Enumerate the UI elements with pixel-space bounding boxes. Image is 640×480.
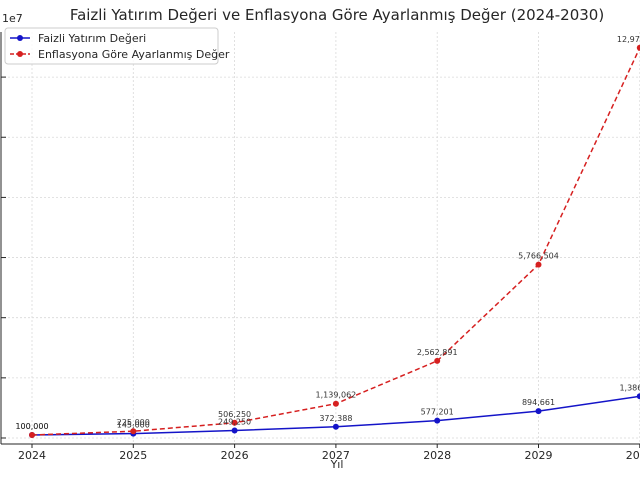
data-label: 894,661 <box>522 398 555 407</box>
data-point <box>636 44 640 51</box>
data-point <box>231 427 238 434</box>
data-label: 145,000 <box>117 421 150 430</box>
data-point <box>434 417 441 424</box>
data-labels: 100,000 145,000 249,250 372,388 577,201 894,6… <box>15 35 640 431</box>
series-layer <box>29 44 640 438</box>
x-tick-label: 2029 <box>525 449 553 462</box>
axes: 2024 2025 2026 2027 2028 2029 2030 <box>0 32 640 462</box>
data-label: 2,562,891 <box>417 348 458 357</box>
data-label: 249,250 <box>218 417 251 426</box>
y-exponent-label: 1e7 <box>2 12 23 25</box>
chart-title: Faizli Yatırım Değeri ve Enflasyona Göre… <box>70 6 604 24</box>
data-label: 100,000 <box>15 422 48 431</box>
data-point <box>535 261 542 268</box>
data-point <box>332 400 339 407</box>
data-label: 1,386,724 <box>619 383 640 392</box>
x-tick-label: 2027 <box>322 449 350 462</box>
x-tick-label: 2026 <box>221 449 249 462</box>
data-label: 100,000 <box>15 422 48 431</box>
data-label: 5,766,504 <box>518 252 559 261</box>
data-point <box>130 428 137 435</box>
x-tick-label: 2030 <box>626 449 640 462</box>
x-axis-label: Yıl <box>330 458 344 471</box>
grid <box>4 32 640 444</box>
data-label: 12,974,634 <box>617 35 640 44</box>
data-point <box>332 423 339 430</box>
data-point <box>29 431 35 438</box>
data-label: 1,139,062 <box>316 391 357 400</box>
legend: Faizli Yatırım Değeri Enflasyona Göre Ay… <box>4 27 230 65</box>
x-tick-label: 2025 <box>119 449 147 462</box>
x-tick-label: 2028 <box>423 449 451 462</box>
legend-box <box>4 27 219 65</box>
legend-label-interest: Faizli Yatırım Değeri <box>38 32 146 45</box>
data-point <box>535 408 542 415</box>
x-tick-label: 2024 <box>18 449 46 462</box>
data-point <box>231 419 238 426</box>
legend-marker-interest <box>17 35 23 41</box>
legend-label-inflation: Enflasyona Göre Ayarlanmış Değer <box>38 48 230 61</box>
legend-marker-inflation <box>17 51 23 57</box>
data-point <box>434 357 441 364</box>
data-label: 372,388 <box>319 414 352 423</box>
data-point <box>636 393 640 400</box>
data-label: 506,250 <box>218 410 251 419</box>
data-label: 577,201 <box>421 408 454 417</box>
data-label: 225,000 <box>117 418 150 427</box>
